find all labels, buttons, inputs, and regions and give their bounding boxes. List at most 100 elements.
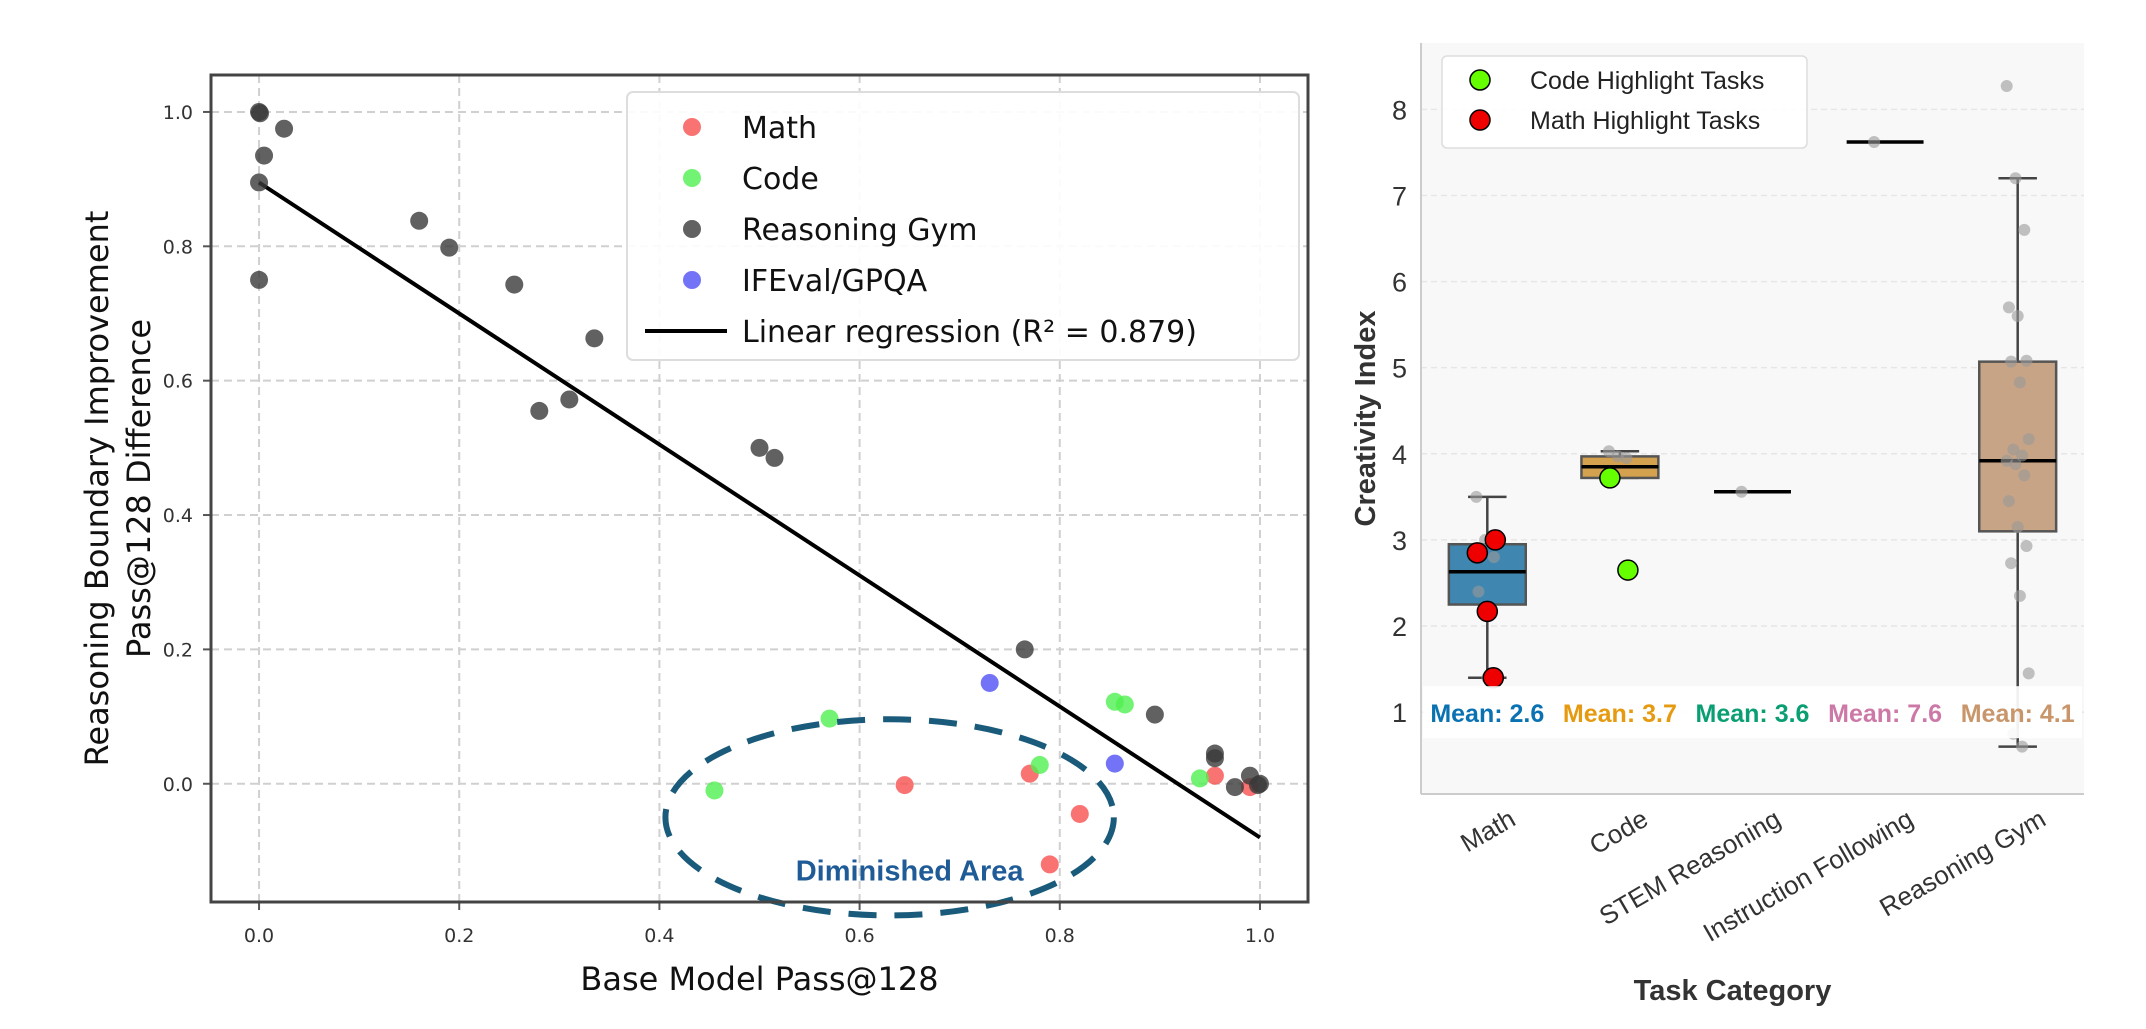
- jitter-point: [2009, 172, 2022, 185]
- legend-label: Code: [742, 162, 819, 197]
- highlight-point: [1476, 600, 1499, 623]
- data-point-reasoning-gym: [585, 329, 604, 348]
- jitter-point: [2002, 301, 2015, 314]
- plot-frame: [209, 73, 1310, 904]
- y-axis-label: Pass@128 Difference: [120, 319, 158, 658]
- x-tick-label: 0.6: [844, 925, 874, 947]
- jitter-point: [2020, 539, 2033, 552]
- data-point-reasoning-gym: [410, 211, 429, 230]
- y-tick-label: 2: [1392, 612, 1407, 642]
- legend-marker: [1469, 69, 1491, 91]
- box-chart: 1 2 3 4 5 6 7 8 Mean: 2.6 Mean: 3.7 Mean: 3.6 Mean:…: [1350, 43, 2084, 1007]
- y-tick-label: 6: [1392, 268, 1407, 298]
- jitter-point: [2016, 740, 2029, 753]
- data-point-math: [1070, 804, 1089, 823]
- data-point-ifeval-gpqa: [980, 673, 999, 692]
- y-tick-label: 4: [1392, 440, 1407, 470]
- legend-label: Reasoning Gym: [742, 213, 978, 248]
- data-point-reasoning-gym: [765, 448, 784, 467]
- jitter-point: [1735, 485, 1748, 498]
- jitter-point: [2020, 354, 2033, 367]
- x-tick-label: Instruction Following: [1698, 803, 1918, 947]
- legend-label: IFEval/GPQA: [742, 264, 928, 299]
- y-tick-label: 8: [1392, 95, 1407, 125]
- jitter-point: [2013, 589, 2026, 602]
- data-point-reasoning-gym: [275, 119, 294, 138]
- legend-marker: [1469, 109, 1491, 131]
- jitter-point: [1472, 585, 1485, 598]
- jitter-point: [1620, 452, 1633, 465]
- data-point-math: [1040, 855, 1059, 874]
- mean-label: Mean: 2.6: [1430, 700, 1544, 728]
- legend-box: [1441, 55, 1808, 149]
- y-tick-label: 1.0: [163, 102, 193, 124]
- legend-marker: [683, 271, 701, 289]
- jitter-point: [1868, 136, 1881, 149]
- scatter-chart: 0.0 0.2 0.4 0.6 0.8 1.0 0.0 0.2 0.4 0.6 0.8 1.0 Dimi…: [78, 73, 1310, 998]
- legend-marker: [683, 169, 701, 187]
- jitter-point: [2002, 495, 2015, 508]
- legend-marker: [683, 220, 701, 238]
- data-point-reasoning-gym: [505, 275, 524, 294]
- data-point-reasoning-gym: [440, 238, 459, 257]
- data-point-reasoning-gym: [1248, 776, 1267, 795]
- legend-label: Code Highlight Tasks: [1530, 67, 1764, 95]
- data-point-code: [1030, 755, 1049, 774]
- y-tick-label: 0.2: [163, 639, 193, 661]
- legend-marker: [683, 118, 701, 136]
- jitter-point: [2005, 355, 2018, 368]
- data-point-ifeval-gpqa: [1105, 754, 1124, 773]
- x-tick-label: 0.0: [244, 925, 274, 947]
- x-tick-label: Math: [1455, 803, 1520, 858]
- x-tick-label: Code: [1584, 803, 1653, 860]
- jitter-point: [1487, 551, 1500, 564]
- highlight-point: [1599, 467, 1621, 489]
- data-point-reasoning-gym: [530, 401, 549, 420]
- jitter-point: [2009, 458, 2022, 471]
- y-tick-label: 0.8: [163, 236, 193, 258]
- jitter-point: [1470, 490, 1483, 503]
- x-axis-label: Base Model Pass@128: [580, 960, 938, 998]
- y-tick-label: 0.6: [163, 371, 193, 393]
- highlight-point: [1617, 559, 1639, 581]
- data-point-reasoning-gym: [250, 270, 269, 289]
- y-tick-label: 7: [1392, 181, 1407, 211]
- jitter-point: [2018, 469, 2031, 482]
- x-tick-label: 1.0: [1245, 925, 1275, 947]
- mean-label: Mean: 7.6: [1828, 700, 1942, 728]
- data-point-code: [1190, 769, 1209, 788]
- jitter-point: [2011, 521, 2024, 534]
- data-point-reasoning-gym: [1225, 778, 1244, 797]
- jitter-point: [2007, 443, 2020, 456]
- data-point-code: [1115, 695, 1134, 714]
- legend-label: Math: [742, 111, 817, 146]
- x-tick-label: 0.2: [444, 925, 474, 947]
- y-axis-label: Creativity Index: [1350, 311, 1382, 527]
- legend: Code Highlight Tasks Math Highlight Tasks: [1441, 55, 1808, 149]
- jitter-point: [2011, 310, 2024, 323]
- jitter-point: [2016, 449, 2029, 462]
- y-tick-label: 0.0: [163, 774, 193, 796]
- plot-area: [1421, 43, 2084, 794]
- data-point-reasoning-gym: [560, 390, 579, 409]
- data-point-reasoning-gym: [251, 104, 270, 123]
- jitter-point: [2013, 376, 2026, 389]
- legend-label: Math Highlight Tasks: [1530, 107, 1760, 135]
- y-tick-label: 1: [1392, 698, 1407, 728]
- diminished-area-ellipse: [662, 716, 1117, 919]
- x-axis-label: Task Category: [1634, 975, 1832, 1007]
- jitter-point: [2000, 80, 2013, 93]
- jitter-point: [1602, 445, 1615, 458]
- jitter-point: [2005, 557, 2018, 570]
- data-point-reasoning-gym: [1145, 705, 1164, 724]
- x-tick-label: 0.4: [644, 925, 674, 947]
- y-tick-label: 3: [1392, 526, 1407, 556]
- highlight-point: [1484, 529, 1507, 551]
- y-axis-label: Reasoning Boundary Improvement: [78, 211, 116, 767]
- mean-label: Mean: 3.7: [1563, 700, 1677, 728]
- data-point-reasoning-gym: [1205, 749, 1224, 768]
- data-point-code: [820, 709, 839, 728]
- data-point-code: [705, 781, 724, 800]
- legend-box: [626, 91, 1300, 361]
- legend-label: Linear regression (R² = 0.879): [742, 315, 1197, 350]
